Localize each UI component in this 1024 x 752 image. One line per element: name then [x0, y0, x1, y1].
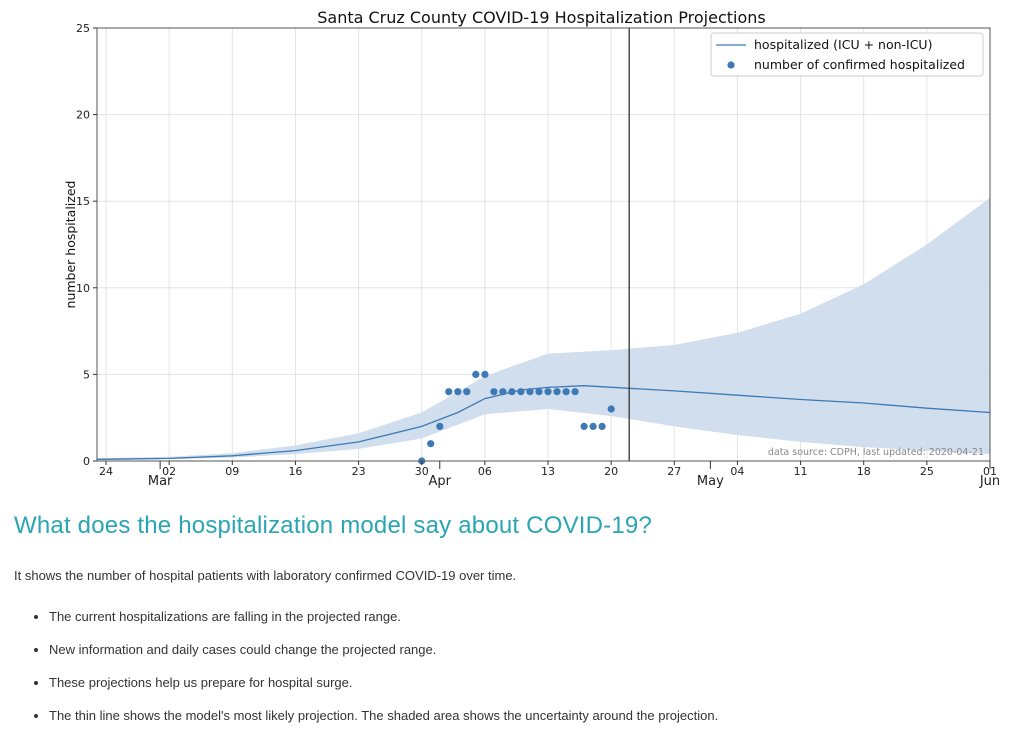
bullet-item: The thin line shows the model's most lik…: [49, 708, 1004, 724]
x-day-tick-label: 02: [162, 465, 176, 478]
bullet-item: The current hospitalizations are falling…: [49, 609, 1004, 625]
confirmed-hospitalized-point: [445, 388, 453, 396]
x-day-tick-label: 11: [794, 465, 808, 478]
confirmed-hospitalized-point: [562, 388, 570, 396]
x-day-tick-label: 06: [478, 465, 492, 478]
x-day-tick-label: 01: [983, 465, 997, 478]
x-day-tick-label: 24: [99, 465, 113, 478]
x-day-tick-label: 25: [920, 465, 934, 478]
hospitalization-projection-chart: 0 5 10 15 20 25 24 02 09 16 23 30 06 13 20 27 04 11 18 25 01…: [63, 8, 1000, 489]
confirmed-hospitalized-point: [481, 370, 489, 378]
projection-line: [96, 385, 991, 460]
uncertainty-band: [97, 197, 990, 461]
legend: hospitalized (ICU + non-ICU) number of co…: [710, 32, 984, 77]
data-source-annotation: data source: CDPH, last updated: 2020-04…: [768, 447, 984, 458]
y-tick-label: 0: [83, 455, 90, 468]
x-day-tick-label: 13: [541, 465, 555, 478]
x-month-tick-label: Jun: [979, 474, 1000, 489]
article-bullet-list: The current hospitalizations are falling…: [14, 609, 1004, 724]
confirmed-hospitalized-point: [472, 370, 480, 378]
confirmed-hospitalized-point: [607, 405, 615, 413]
confirmed-hospitalized-point: [490, 388, 498, 396]
y-tick-label: 15: [76, 195, 90, 208]
x-day-tick-label: 18: [857, 465, 871, 478]
confirmed-hospitalized-point: [508, 388, 516, 396]
bullet-item: New information and daily cases could ch…: [49, 642, 1004, 658]
x-day-tick-label: 23: [352, 465, 366, 478]
confirmed-hospitalized-point: [535, 388, 543, 396]
x-day-tick-label: 09: [225, 465, 239, 478]
confirmed-hospitalized-point: [580, 422, 588, 430]
x-month-tick-label: May: [697, 474, 724, 489]
confirmed-hospitalized-point: [526, 388, 534, 396]
confirmed-hospitalized-point: [517, 388, 525, 396]
legend-label-confirmed: number of confirmed hospitalized: [754, 57, 965, 72]
y-axis-label: number hospitalized: [63, 181, 78, 309]
chart-container: 0 5 10 15 20 25 24 02 09 16 23 30 06 13 20 27 04 11 18 25 01…: [63, 8, 1000, 489]
confirmed-hospitalized-point: [571, 388, 579, 396]
confirmed-hospitalized-point: [544, 388, 552, 396]
confirmed-hospitalized-point: [427, 440, 435, 448]
x-month-tick-label: Mar: [148, 474, 173, 489]
confirmed-hospitalized-point: [589, 422, 597, 430]
plot-frame: [96, 27, 991, 462]
confirmed-hospitalized-point: [598, 422, 606, 430]
article-section: What does the hospitalization model say …: [14, 512, 1004, 741]
confirmed-hospitalized-point: [499, 388, 507, 396]
x-day-tick-label: 16: [288, 465, 302, 478]
legend-dot-swatch: [727, 61, 735, 69]
confirmed-hospitalized-point: [463, 388, 471, 396]
y-tick-label: 25: [76, 22, 90, 35]
confirmed-hospitalized-point: [553, 388, 561, 396]
y-tick-label: 20: [76, 109, 90, 122]
x-month-tick-label: Apr: [429, 474, 452, 489]
legend-box: [710, 32, 984, 77]
confirmed-hospitalized-point: [436, 422, 444, 430]
article-heading: What does the hospitalization model say …: [14, 512, 653, 539]
x-day-tick-label: 30: [415, 465, 429, 478]
legend-label-projection: hospitalized (ICU + non-ICU): [754, 37, 932, 52]
article-intro: It shows the number of hospital patients…: [14, 568, 517, 583]
y-tick-label: 10: [76, 282, 90, 295]
bullet-item: These projections help us prepare for ho…: [49, 675, 1004, 691]
confirmed-hospitalized-point: [454, 388, 462, 396]
x-day-tick-label: 27: [667, 465, 681, 478]
x-day-tick-label: 04: [730, 465, 744, 478]
x-day-tick-label: 20: [604, 465, 618, 478]
y-tick-label: 5: [83, 368, 90, 381]
chart-title: Santa Cruz County COVID-19 Hospitalizati…: [317, 8, 766, 27]
